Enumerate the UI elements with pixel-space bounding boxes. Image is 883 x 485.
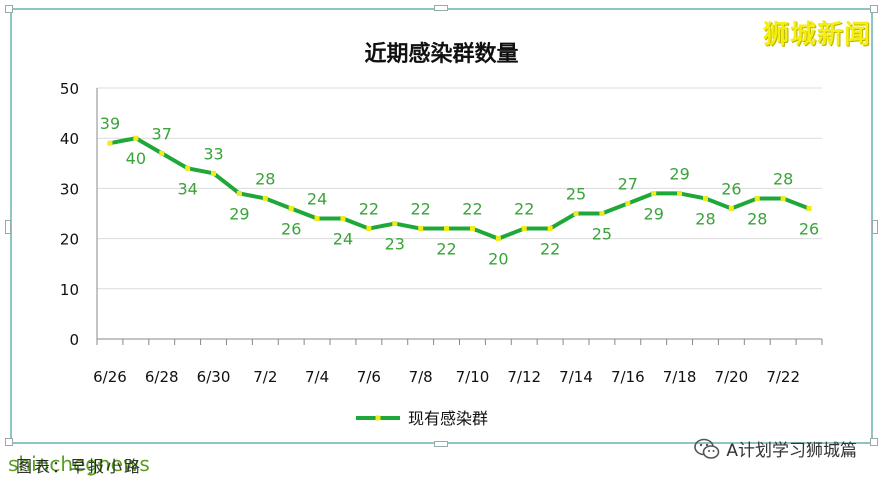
data-label: 39 — [100, 114, 120, 133]
data-label: 29 — [644, 204, 664, 223]
x-tick-label: 7/18 — [663, 368, 697, 386]
data-label: 40 — [126, 149, 146, 168]
data-point — [521, 226, 527, 232]
data-label: 28 — [773, 169, 793, 188]
x-tick-label: 7/4 — [305, 368, 329, 386]
data-point — [625, 200, 631, 206]
x-tick-label: 7/2 — [253, 368, 277, 386]
data-point — [677, 190, 683, 196]
y-tick-label: 40 — [60, 130, 79, 148]
footer-credit: 图表：早报小路 — [16, 457, 143, 476]
data-point — [340, 216, 346, 222]
data-label: 28 — [695, 209, 715, 228]
chart-container — [10, 8, 873, 444]
data-label: 34 — [177, 179, 197, 198]
x-tick-label: 7/22 — [766, 368, 800, 386]
data-point — [806, 205, 812, 211]
data-label: 25 — [592, 225, 612, 244]
data-label: 26 — [799, 219, 819, 238]
data-label: 23 — [385, 235, 405, 254]
y-tick-label: 20 — [60, 231, 79, 249]
data-point — [754, 195, 760, 201]
data-label: 22 — [410, 200, 430, 219]
y-tick-label: 10 — [60, 281, 79, 299]
data-label: 33 — [203, 144, 223, 163]
data-label: 22 — [436, 240, 456, 259]
resize-handle-bottom[interactable] — [434, 441, 448, 447]
footer-source: A计划学习狮城篇 — [694, 436, 857, 461]
data-point — [444, 226, 450, 232]
data-label: 24 — [333, 230, 353, 249]
data-point — [651, 190, 657, 196]
data-point — [159, 150, 165, 156]
data-point — [262, 195, 268, 201]
y-tick-label: 0 — [69, 331, 79, 349]
x-tick-label: 7/12 — [507, 368, 541, 386]
data-point — [366, 226, 372, 232]
data-point — [107, 140, 113, 146]
data-point — [780, 195, 786, 201]
data-point — [547, 226, 553, 232]
y-tick-label: 50 — [60, 80, 79, 98]
footer-watermark: shinchegnews 图表：早报小路 — [8, 452, 150, 476]
data-label: 28 — [747, 209, 767, 228]
data-point — [392, 221, 398, 227]
resize-handle-top-right[interactable] — [870, 5, 878, 13]
data-label: 24 — [307, 190, 327, 209]
data-label: 28 — [255, 169, 275, 188]
x-tick-label: 7/6 — [357, 368, 381, 386]
data-point — [573, 211, 579, 216]
x-tick-label: 7/8 — [409, 368, 433, 386]
data-label: 22 — [540, 240, 560, 259]
resize-handle-top-left[interactable] — [5, 5, 13, 13]
data-point — [314, 216, 320, 222]
legend-label: 现有感染群 — [408, 409, 488, 428]
data-label: 26 — [721, 179, 741, 198]
wechat-icon — [694, 438, 720, 460]
data-label: 22 — [514, 200, 534, 219]
data-point — [702, 195, 708, 201]
chart-title: 近期感染群数量 — [364, 42, 519, 67]
x-tick-label: 7/10 — [456, 368, 490, 386]
data-point — [418, 226, 424, 232]
resize-handle-left[interactable] — [5, 220, 11, 234]
resize-handle-bottom-right[interactable] — [870, 438, 878, 446]
data-label: 20 — [488, 250, 508, 269]
resize-handle-top[interactable] — [434, 5, 448, 11]
data-point — [728, 205, 734, 211]
data-label: 25 — [566, 185, 586, 204]
series-line — [107, 136, 812, 241]
x-tick-label: 7/14 — [559, 368, 593, 386]
data-label: 22 — [462, 200, 482, 219]
data-label: 22 — [359, 200, 379, 219]
data-point — [599, 211, 605, 216]
data-point — [469, 226, 475, 232]
x-tick-label: 6/26 — [93, 368, 127, 386]
data-point — [495, 236, 501, 242]
data-label: 29 — [229, 204, 249, 223]
data-point — [211, 170, 217, 176]
data-label: 26 — [281, 219, 301, 238]
data-point — [185, 165, 191, 171]
data-label: 29 — [669, 164, 689, 183]
data-point — [133, 135, 139, 141]
data-label: 37 — [152, 124, 172, 143]
data-point — [236, 190, 242, 196]
footer-watermark-text: shinchegnews — [8, 452, 150, 476]
legend-swatch-marker — [375, 415, 381, 421]
resize-handle-bottom-left[interactable] — [5, 438, 13, 446]
y-tick-label: 30 — [60, 180, 79, 198]
footer-source-text: A计划学习狮城篇 — [726, 441, 857, 461]
x-tick-label: 6/30 — [197, 368, 231, 386]
data-label: 27 — [618, 174, 638, 193]
resize-handle-right[interactable] — [872, 220, 878, 234]
data-point — [288, 205, 294, 211]
x-tick-label: 6/28 — [145, 368, 179, 386]
x-tick-label: 7/16 — [611, 368, 645, 386]
x-tick-label: 7/20 — [715, 368, 749, 386]
watermark-top: 狮城新闻 — [762, 20, 871, 50]
